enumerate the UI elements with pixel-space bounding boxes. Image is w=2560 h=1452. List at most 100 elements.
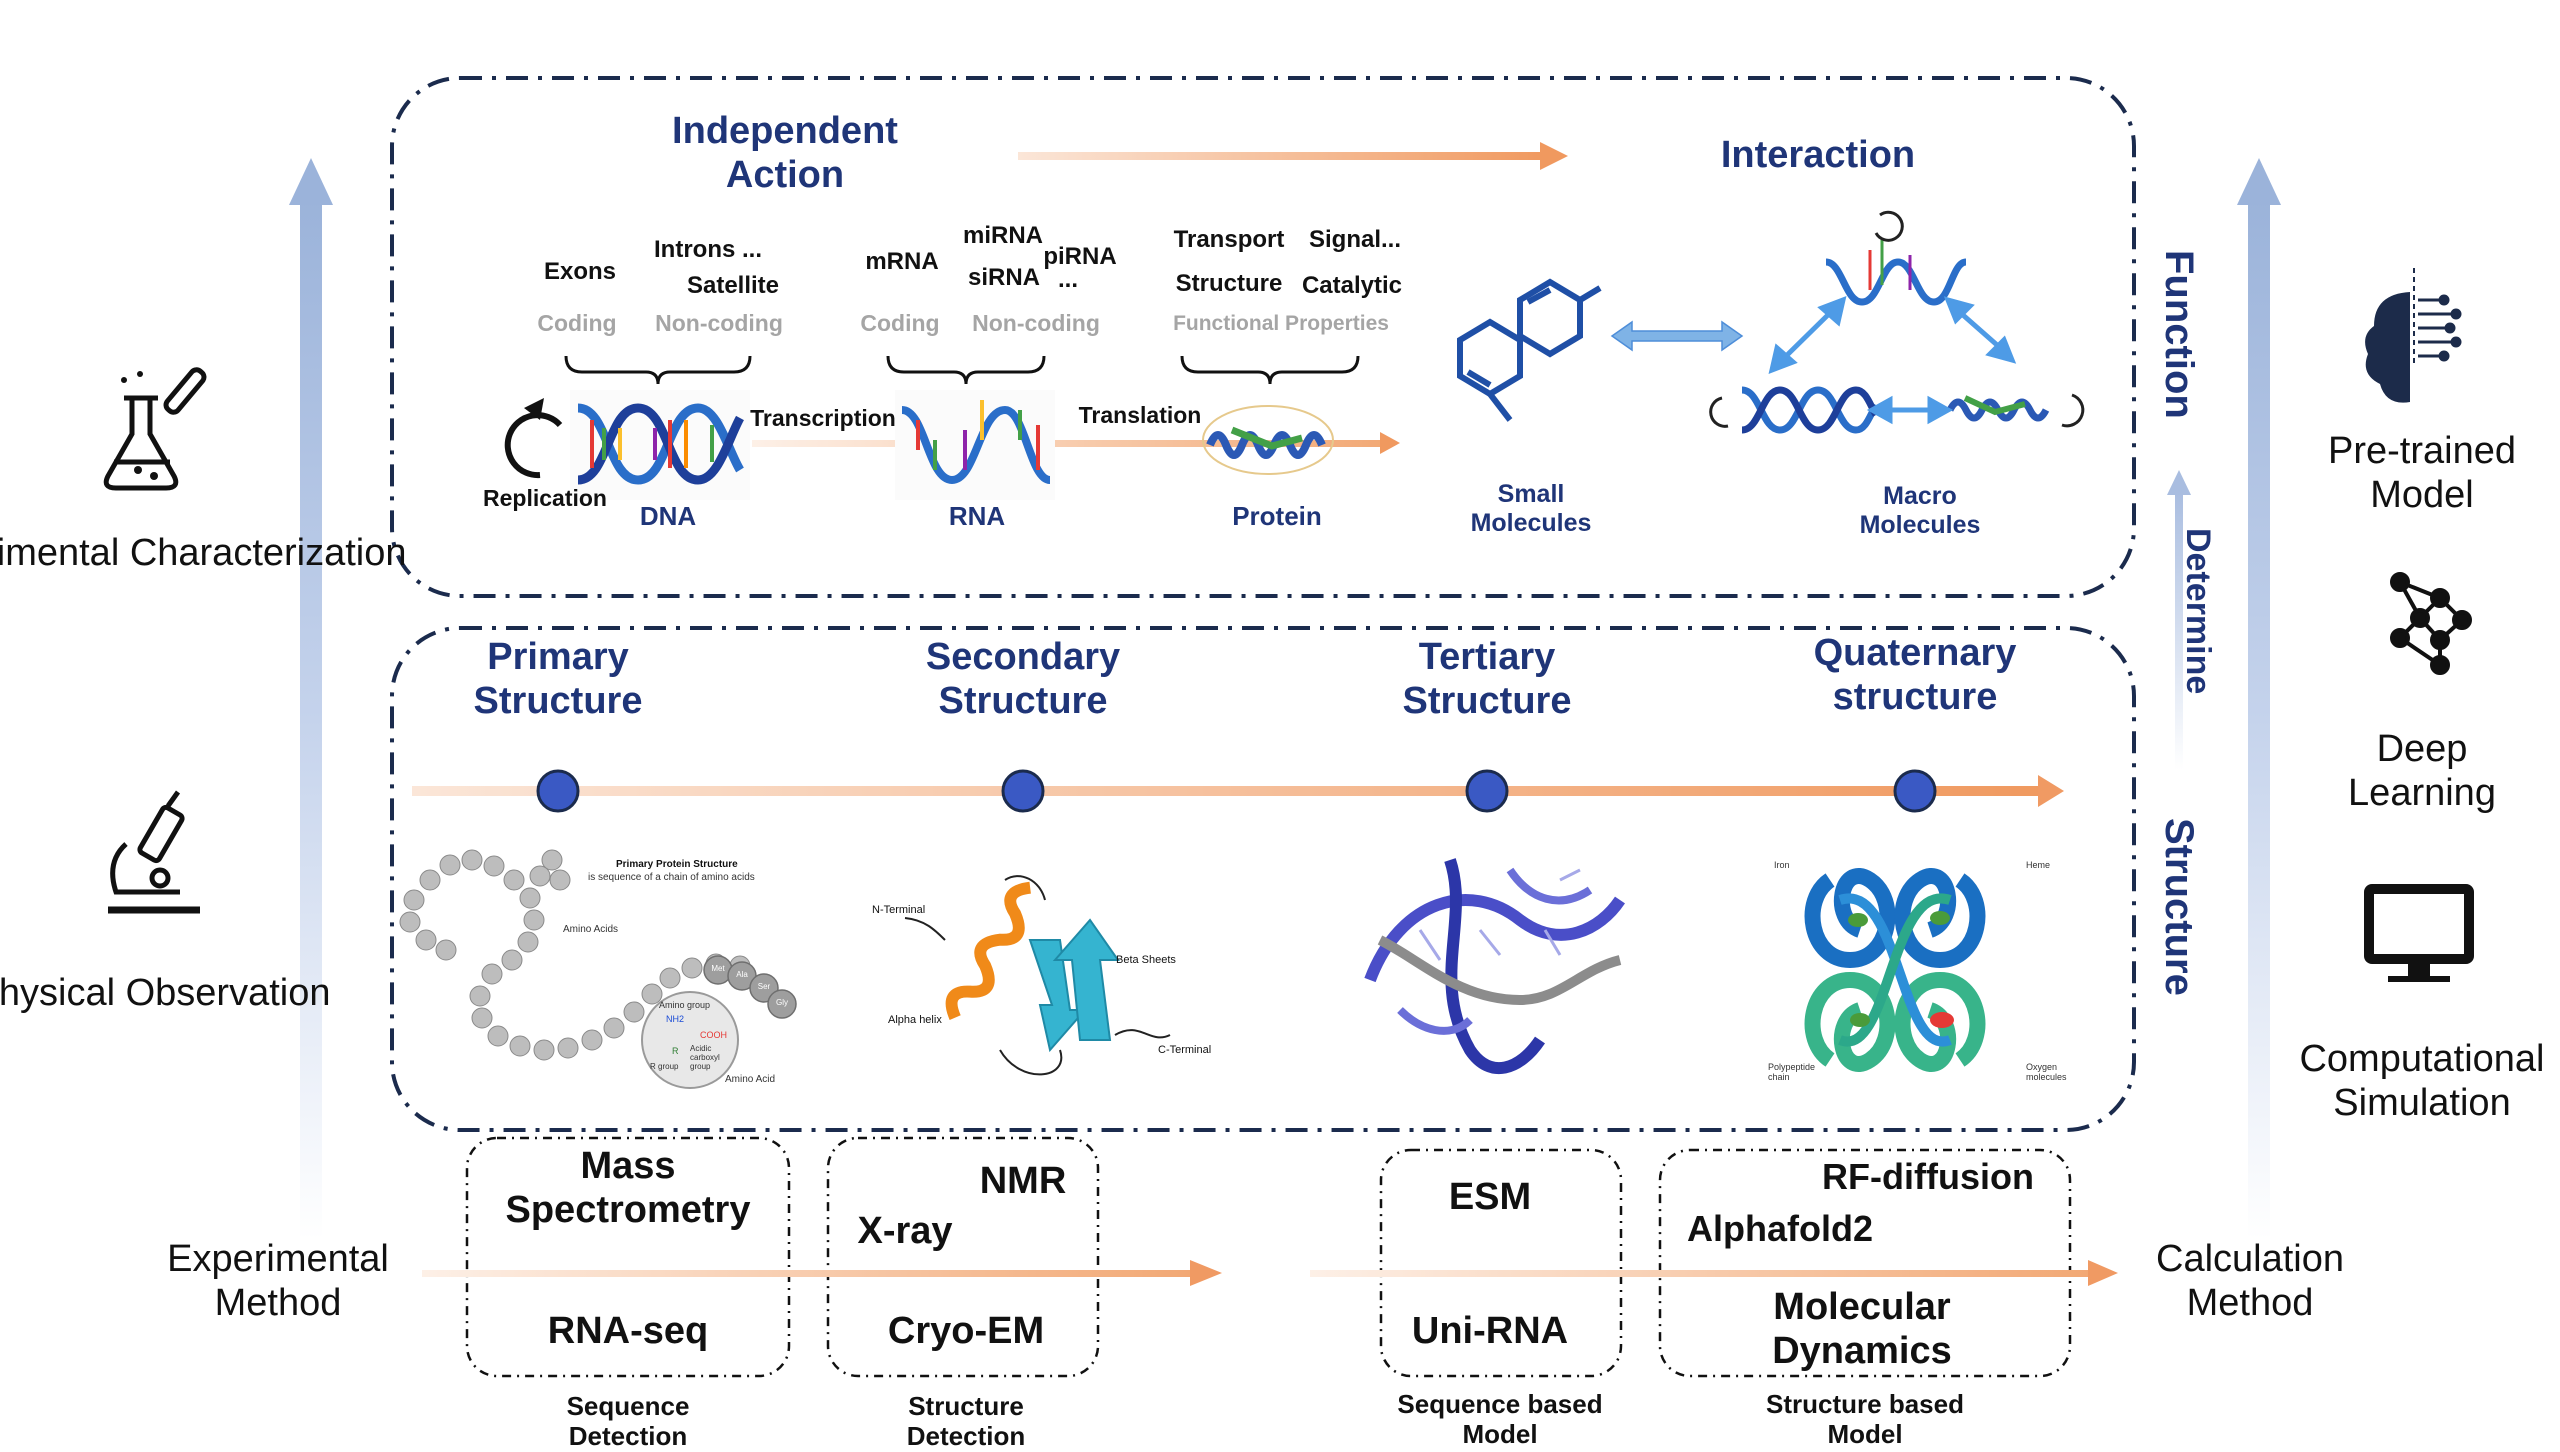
quaternary-structure-image <box>1804 868 1986 1072</box>
beta-sheets-label: Beta Sheets <box>1116 954 1176 966</box>
structure-level-title: Quaternary structure <box>1813 632 2017 718</box>
nh2-label: NH2 <box>666 1014 685 1024</box>
cooh-label: COOH <box>700 1030 727 1040</box>
rfdiffusion-label: RF-diffusion <box>1822 1156 2034 1197</box>
dna-helix-image <box>570 390 750 500</box>
polypeptide-label: Polypeptide chain <box>1768 1062 1816 1083</box>
structure-label: Structure <box>2157 818 2201 996</box>
dna-coding-label: Coding <box>537 310 617 336</box>
oxygen-label: Oxygen molecules <box>2026 1062 2067 1083</box>
protein-label: Protein <box>1232 501 1322 531</box>
sequence-detection-box <box>465 1136 791 1378</box>
cryoem-label: Cryo-EM <box>887 1310 1045 1352</box>
sequence-detection-label: Sequence Detection <box>566 1391 690 1451</box>
r-group-label: R group <box>650 1062 679 1071</box>
independent-action-title: Independent Action <box>672 110 898 196</box>
structure-function-label: Structure <box>1175 270 1283 297</box>
catalytic-label: Catalytic <box>1301 272 1403 299</box>
deep-learning-label: Deep Learning <box>2348 728 2496 814</box>
determine-arrow <box>2167 470 2191 770</box>
functional-properties-label: Functional Properties <box>1173 312 1389 335</box>
structure-detection-box <box>826 1136 1100 1378</box>
structure-timeline-node <box>1465 769 1509 813</box>
satellite-label: Satellite <box>686 272 780 299</box>
function-label: Function <box>2157 250 2201 419</box>
macro-protein-right <box>1946 393 2085 428</box>
replication-icon <box>504 412 563 479</box>
primary-img-subtitle: is sequence of a chain of amino acids <box>588 872 755 883</box>
mrna-label: mRNA <box>865 248 939 275</box>
amino-acid-bead-label: Met <box>711 964 725 973</box>
microscope-icon <box>108 790 200 914</box>
n-terminal-label: N-Terminal <box>872 904 926 916</box>
primary-img-title: Primary Protein Structure <box>616 859 738 870</box>
calculation-axis-arrow <box>2237 158 2281 1240</box>
calculation-method-label: Calculation Method <box>2156 1238 2344 1324</box>
acidic-label: Acidic carboxyl group <box>690 1044 720 1072</box>
amino-acid-bead-label: Ser <box>757 982 771 991</box>
molecular-dynamics-label: Molecular Dynamics <box>1772 1286 1952 1372</box>
interaction-title: Interaction <box>1720 134 1916 176</box>
calculation-method-arrow <box>1310 1260 2118 1286</box>
unirna-label: Uni-RNA <box>1411 1310 1569 1352</box>
alphafold-label: Alphafold2 <box>1687 1208 1873 1249</box>
alpha-helix-label: Alpha helix <box>888 1014 942 1026</box>
primary-amino-acids-label: Amino Acids <box>563 924 619 935</box>
determine-label: Determine <box>2179 528 2217 695</box>
function-panel <box>390 76 2136 598</box>
sirna-label: siRNA <box>967 264 1041 291</box>
experimental-characterization-label: Experimental Characterization <box>0 532 407 574</box>
neural-network-icon <box>2390 572 2472 675</box>
macro-molecules-label: Macro Molecules <box>1859 482 1981 539</box>
primary-structure-beads <box>703 955 797 1019</box>
rna-noncoding-label: Non-coding <box>972 310 1100 336</box>
transcription-label: Transcription <box>750 405 896 431</box>
tertiary-structure-image <box>1364 858 1625 1074</box>
rna-coding-label: Coding <box>860 310 940 336</box>
mass-spectrometry-label: Mass Spectrometry <box>505 1145 751 1231</box>
experimental-axis-arrow <box>289 158 333 1240</box>
dna-label: DNA <box>639 501 697 531</box>
flask-icon <box>103 367 207 491</box>
pirna-label: piRNA <box>1043 243 1117 270</box>
translation-label: Translation <box>1078 402 1202 428</box>
rna-image <box>895 390 1055 500</box>
macro-rna-top <box>1825 210 1968 306</box>
rnaseq-label: RNA-seq <box>547 1310 709 1352</box>
exons-label: Exons <box>543 258 617 285</box>
sequence-model-box <box>1379 1148 1623 1378</box>
independent-to-interaction-arrow <box>1018 142 1568 170</box>
structure-level-title: Primary Structure <box>473 636 643 722</box>
nmr-label: NMR <box>979 1160 1067 1202</box>
r-label: R <box>672 1046 679 1056</box>
amino-acid-bead-label: Gly <box>776 998 788 1007</box>
c-terminal-label: C-Terminal <box>1158 1044 1212 1056</box>
structure-timeline <box>412 775 2064 807</box>
xray-label: X-ray <box>857 1210 953 1252</box>
mirna-label: miRNA <box>962 222 1044 249</box>
macro-dna-left <box>1709 386 1880 434</box>
physical-observation-label: Physical Observation <box>0 972 331 1014</box>
dna-noncoding-label: Non-coding <box>655 310 783 336</box>
structure-level-title: Tertiary Structure <box>1402 636 1572 722</box>
heme-label: Heme <box>2026 860 2051 870</box>
small-molecules-label: Small Molecules <box>1470 480 1592 537</box>
structure-timeline-node <box>1001 769 1045 813</box>
structure-detection-label: Structure Detection <box>906 1391 1026 1451</box>
rna-ellipsis-label: ... <box>1057 266 1079 293</box>
monitor-icon <box>2364 884 2474 982</box>
computational-simulation-label: Computational Simulation <box>2299 1038 2545 1124</box>
experimental-method-arrow <box>422 1260 1222 1286</box>
signal-label: Signal... <box>1308 226 1402 253</box>
structure-timeline-node <box>536 769 580 813</box>
small-molecule-image <box>1457 278 1602 422</box>
pretrained-model-label: Pre-trained Model <box>2328 430 2516 516</box>
central-dogma-arrow <box>752 440 1392 447</box>
replication-label: Replication <box>483 485 607 511</box>
structure-timeline-node <box>1893 769 1937 813</box>
primary-amino-acid-label: Amino Acid <box>725 1074 776 1085</box>
protein-image <box>1202 405 1334 475</box>
amino-acid-bead-label: Ala <box>736 970 748 979</box>
macro-interaction-arrows <box>1768 296 2017 425</box>
binding-arrow <box>1610 320 1744 352</box>
